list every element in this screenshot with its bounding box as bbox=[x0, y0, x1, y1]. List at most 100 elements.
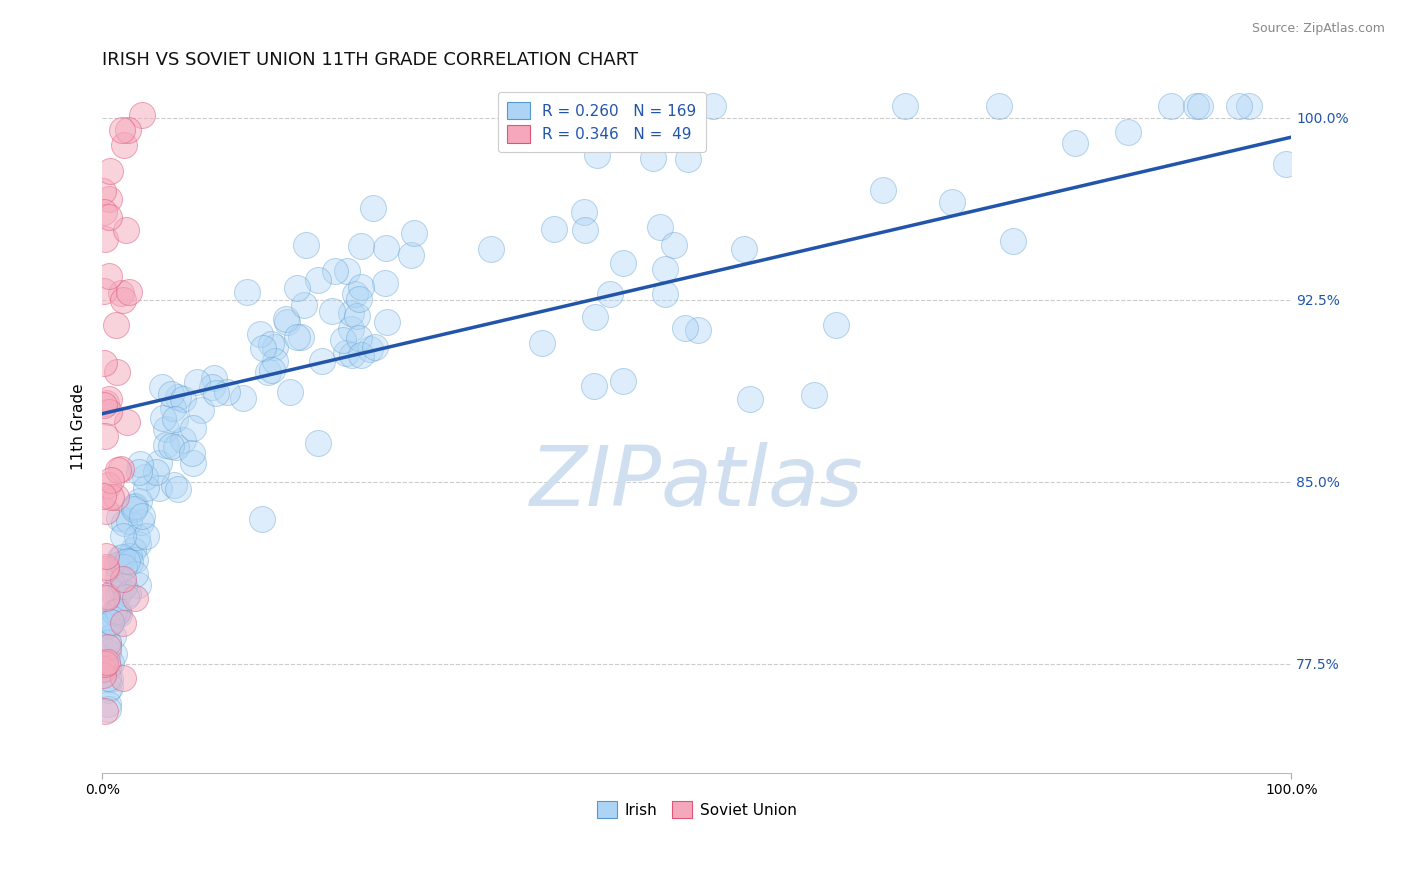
Point bbox=[159, 386, 181, 401]
Point bbox=[93, 662, 115, 676]
Point bbox=[94, 232, 117, 246]
Point bbox=[1275, 157, 1298, 171]
Point bbox=[340, 322, 363, 336]
Point bbox=[129, 457, 152, 471]
Point bbox=[150, 380, 173, 394]
Point bbox=[103, 629, 125, 643]
Point bbox=[112, 293, 135, 307]
Point bbox=[107, 587, 129, 601]
Point bbox=[128, 466, 150, 480]
Point bbox=[97, 192, 120, 206]
Point bbox=[93, 668, 115, 682]
Point bbox=[988, 98, 1011, 112]
Point bbox=[336, 263, 359, 277]
Point bbox=[110, 462, 132, 476]
Point bbox=[94, 561, 117, 575]
Point bbox=[583, 379, 606, 393]
Point bbox=[100, 615, 122, 629]
Point bbox=[94, 704, 117, 718]
Point bbox=[118, 285, 141, 299]
Point bbox=[96, 589, 118, 603]
Point bbox=[115, 415, 138, 429]
Point bbox=[1001, 234, 1024, 248]
Point bbox=[702, 98, 724, 112]
Point bbox=[274, 311, 297, 326]
Text: IRISH VS SOVIET UNION 11TH GRADE CORRELATION CHART: IRISH VS SOVIET UNION 11TH GRADE CORRELA… bbox=[103, 51, 638, 69]
Point bbox=[181, 457, 204, 471]
Point bbox=[323, 264, 346, 278]
Point bbox=[872, 183, 894, 197]
Point bbox=[131, 107, 153, 121]
Point bbox=[107, 511, 129, 525]
Point bbox=[105, 558, 128, 572]
Point bbox=[374, 277, 396, 291]
Point bbox=[97, 702, 120, 716]
Point bbox=[374, 241, 396, 255]
Point bbox=[100, 615, 122, 629]
Point bbox=[125, 530, 148, 544]
Point bbox=[135, 529, 157, 543]
Point bbox=[128, 494, 150, 508]
Point bbox=[97, 635, 120, 649]
Point bbox=[531, 336, 554, 351]
Point bbox=[404, 226, 426, 240]
Point bbox=[252, 341, 274, 355]
Point bbox=[148, 457, 170, 471]
Point bbox=[523, 98, 546, 112]
Point bbox=[98, 392, 121, 406]
Point bbox=[165, 440, 187, 454]
Point bbox=[104, 318, 127, 332]
Point bbox=[148, 481, 170, 495]
Point bbox=[97, 659, 120, 673]
Point bbox=[101, 584, 124, 599]
Point bbox=[97, 619, 120, 633]
Point bbox=[654, 287, 676, 301]
Point bbox=[94, 395, 117, 409]
Point bbox=[217, 384, 239, 399]
Point bbox=[94, 504, 117, 518]
Point bbox=[232, 391, 254, 405]
Point bbox=[124, 553, 146, 567]
Point bbox=[612, 255, 634, 269]
Point bbox=[110, 285, 132, 300]
Point bbox=[93, 284, 115, 298]
Point bbox=[166, 390, 188, 404]
Point bbox=[276, 315, 298, 329]
Point bbox=[127, 578, 149, 592]
Point bbox=[103, 605, 125, 619]
Point bbox=[361, 201, 384, 215]
Point bbox=[186, 375, 208, 389]
Point bbox=[287, 280, 309, 294]
Point bbox=[201, 380, 224, 394]
Point bbox=[122, 502, 145, 516]
Point bbox=[107, 604, 129, 618]
Point bbox=[172, 392, 194, 406]
Point bbox=[122, 500, 145, 515]
Text: ZIPatlas: ZIPatlas bbox=[530, 442, 863, 523]
Point bbox=[112, 516, 135, 530]
Point bbox=[167, 482, 190, 496]
Point bbox=[332, 333, 354, 347]
Point bbox=[673, 321, 696, 335]
Point bbox=[155, 438, 177, 452]
Point bbox=[676, 153, 699, 167]
Y-axis label: 11th Grade: 11th Grade bbox=[72, 384, 86, 470]
Point bbox=[103, 647, 125, 661]
Point bbox=[107, 571, 129, 585]
Point bbox=[574, 223, 596, 237]
Point bbox=[349, 239, 371, 253]
Point bbox=[118, 555, 141, 569]
Point bbox=[115, 223, 138, 237]
Point bbox=[249, 327, 271, 342]
Point bbox=[117, 587, 139, 601]
Point bbox=[118, 549, 141, 563]
Point bbox=[280, 385, 302, 400]
Point bbox=[124, 591, 146, 605]
Point bbox=[1185, 98, 1208, 112]
Point bbox=[105, 606, 128, 620]
Point bbox=[586, 147, 609, 161]
Point bbox=[260, 363, 283, 377]
Point bbox=[583, 310, 606, 324]
Point bbox=[375, 315, 398, 329]
Point bbox=[350, 348, 373, 362]
